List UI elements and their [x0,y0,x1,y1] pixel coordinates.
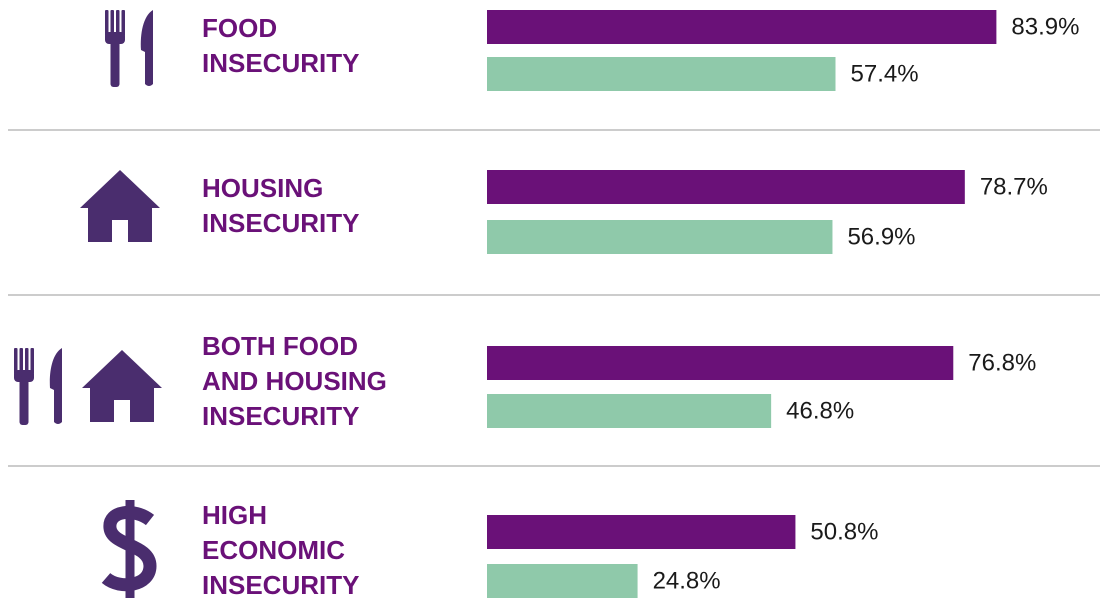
bar [487,220,833,254]
value-label: 83.9% [1011,13,1079,40]
bar [487,564,638,598]
dollar-icon [101,500,157,598]
value-label: 56.9% [847,223,915,250]
bar [487,10,997,44]
value-label: 76.8% [968,349,1036,376]
category-label: FOOD [202,13,277,43]
bar [487,170,965,204]
value-label: 57.4% [851,60,919,87]
value-label: 78.7% [980,173,1048,200]
bar [487,346,954,380]
category-label: INSECURITY [202,401,359,431]
category-label: INSECURITY [202,570,359,600]
food-housing-icon [14,348,162,425]
house-icon [80,170,160,242]
category-label: HOUSING [202,173,323,203]
value-label: 46.8% [786,397,854,424]
category-label: BOTH FOOD [202,331,358,361]
category-label: INSECURITY [202,48,359,78]
value-label: 50.8% [810,518,878,545]
category-label: INSECURITY [202,208,359,238]
category-label: HIGH [202,500,267,530]
bar [487,57,836,91]
food-icon [105,10,153,87]
category-label: AND HOUSING [202,366,387,396]
value-label: 24.8% [653,567,721,594]
category-label: ECONOMIC [202,535,345,565]
bar [487,515,796,549]
bar [487,394,772,428]
